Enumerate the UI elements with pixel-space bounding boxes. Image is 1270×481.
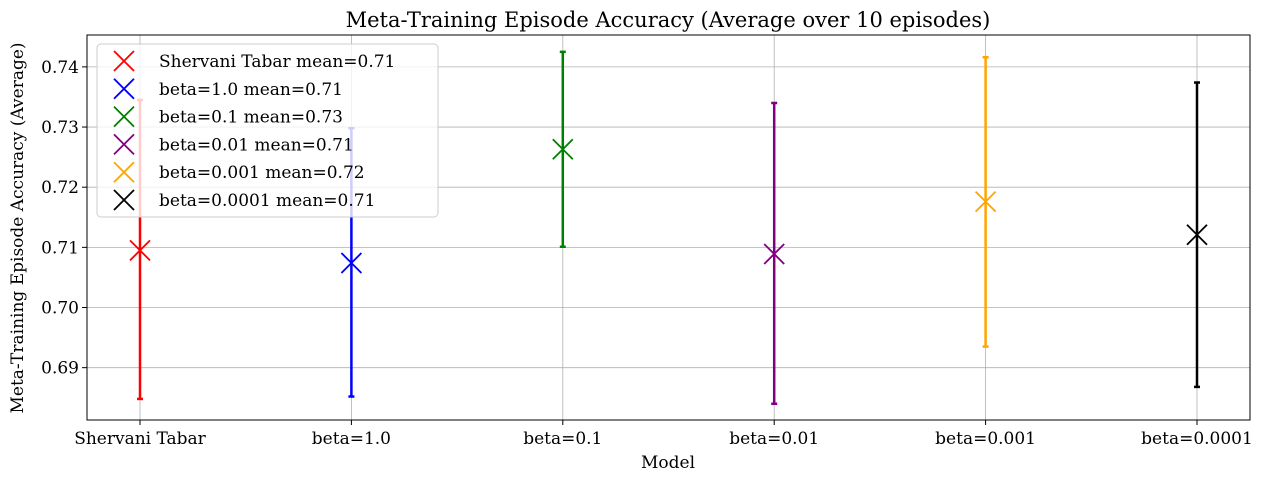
- x-tick-label: beta=0.001: [935, 429, 1036, 449]
- mean-marker: [340, 252, 363, 274]
- legend-label: Shervani Tabar mean=0.71: [159, 52, 395, 72]
- x-tick-label: beta=0.1: [523, 429, 602, 449]
- x-tick-label: beta=0.0001: [1141, 429, 1253, 449]
- legend-marker: [113, 105, 135, 128]
- legend-frame: [96, 43, 439, 218]
- legend: Shervani Tabar mean=0.71 beta=1.0 mean=0.…: [96, 43, 439, 218]
- x-tick-label: beta=0.01: [729, 429, 819, 449]
- y-axis-label: Meta-Training Episode Accuracy (Average): [8, 42, 28, 413]
- legend-label: beta=1.0 mean=0.71: [159, 80, 343, 100]
- legend-label: beta=0.001 mean=0.72: [159, 163, 365, 183]
- mean-marker: [552, 138, 574, 160]
- legend-marker: [113, 189, 135, 211]
- y-tick-label: 0.70: [41, 299, 79, 319]
- y-tick-label: 0.72: [41, 178, 79, 198]
- y-tick-label: 0.69: [41, 359, 79, 379]
- mean-marker: [129, 239, 151, 261]
- mean-marker: [1186, 224, 1208, 246]
- legend-marker: [113, 133, 135, 156]
- x-axis: Shervani Tabar beta=1.0 beta=0.1 beta=0.01 b…: [74, 420, 1253, 449]
- x-tick-label: beta=1.0: [312, 429, 391, 449]
- x-axis-label: Model: [641, 453, 695, 473]
- legend-marker: [113, 50, 135, 72]
- legend-label: beta=0.0001 mean=0.71: [159, 191, 375, 211]
- x-tick-label: Shervani Tabar: [74, 429, 206, 449]
- y-tick-label: 0.71: [41, 238, 79, 258]
- mean-marker: [763, 243, 785, 265]
- y-axis: 0.69 0.70 0.71 0.72 0.73 0.74: [41, 58, 87, 379]
- legend-marker: [113, 78, 135, 100]
- y-tick-label: 0.73: [41, 118, 79, 138]
- plot-frame: [86, 34, 1251, 421]
- mean-markers: [129, 138, 1208, 274]
- legend-marker: [113, 161, 135, 183]
- y-tick-label: 0.74: [41, 58, 79, 78]
- legend-label: beta=0.1 mean=0.73: [159, 108, 343, 128]
- legend-label: beta=0.01 mean=0.71: [159, 135, 354, 155]
- mean-marker: [974, 190, 997, 213]
- chart-title: Meta-Training Episode Accuracy (Average …: [346, 8, 991, 32]
